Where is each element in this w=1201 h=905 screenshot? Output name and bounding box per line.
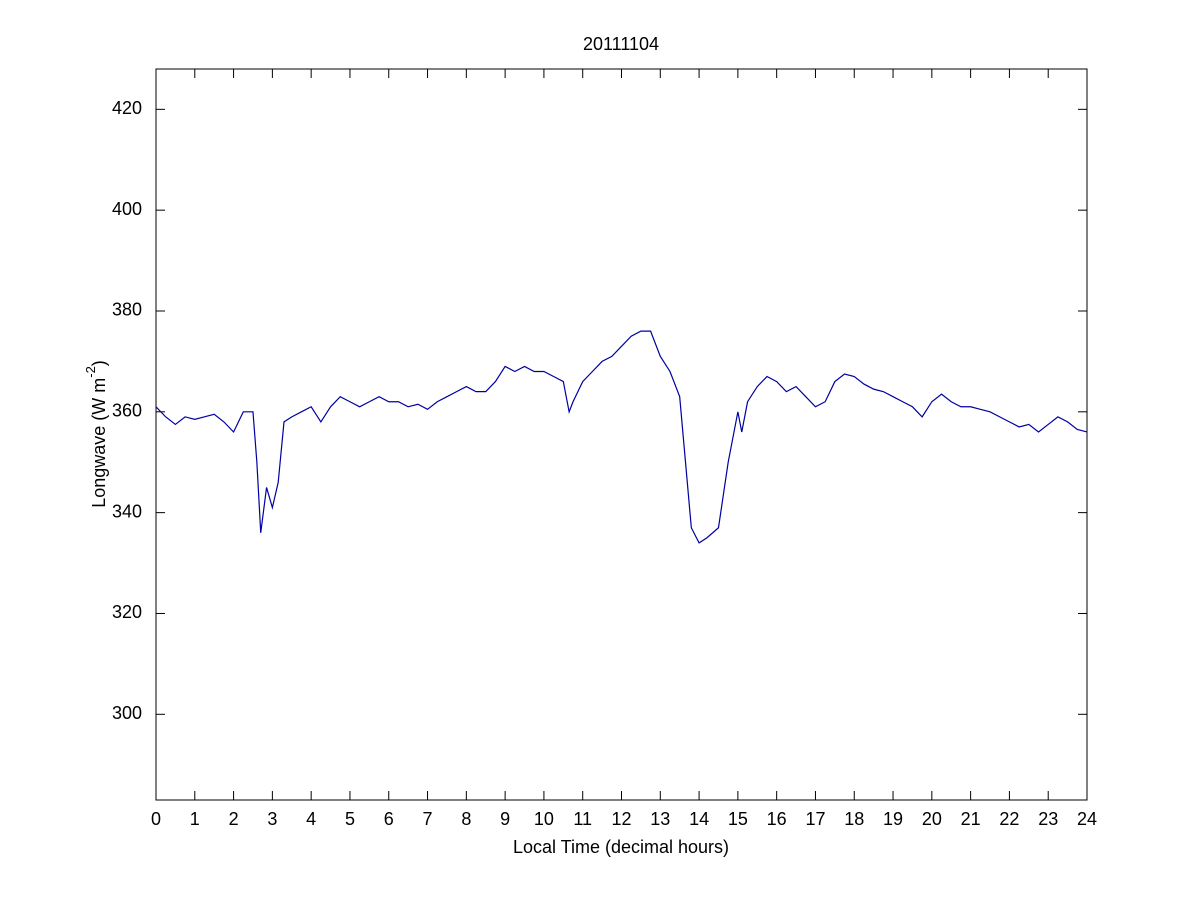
x-tick-label: 2 bbox=[229, 809, 239, 829]
x-tick-label: 24 bbox=[1077, 809, 1097, 829]
y-tick-label: 300 bbox=[112, 703, 142, 723]
y-tick-label: 320 bbox=[112, 602, 142, 622]
x-tick-label: 6 bbox=[384, 809, 394, 829]
y-tick-label: 400 bbox=[112, 199, 142, 219]
y-axis-label-sup: -2 bbox=[83, 366, 98, 378]
x-tick-label: 0 bbox=[151, 809, 161, 829]
x-tick-label: 12 bbox=[611, 809, 631, 829]
x-tick-label: 9 bbox=[500, 809, 510, 829]
y-axis-label-text: Longwave (W m bbox=[89, 378, 109, 508]
y-axis-label: Longwave (W m-2) bbox=[83, 360, 108, 508]
x-tick-label: 4 bbox=[306, 809, 316, 829]
x-tick-label: 20 bbox=[922, 809, 942, 829]
x-tick-label: 19 bbox=[883, 809, 903, 829]
x-tick-label: 21 bbox=[961, 809, 981, 829]
x-tick-label: 13 bbox=[650, 809, 670, 829]
y-tick-label: 360 bbox=[112, 401, 142, 421]
y-tick-label: 420 bbox=[112, 98, 142, 118]
x-axis-label: Local Time (decimal hours) bbox=[513, 837, 729, 857]
x-tick-label: 23 bbox=[1038, 809, 1058, 829]
x-tick-label: 15 bbox=[728, 809, 748, 829]
x-tick-label: 22 bbox=[999, 809, 1019, 829]
x-tick-label: 18 bbox=[844, 809, 864, 829]
x-tick-label: 11 bbox=[573, 809, 592, 829]
chart-title: 20111104 bbox=[583, 34, 659, 54]
x-tick-label: 8 bbox=[461, 809, 471, 829]
x-tick-label: 10 bbox=[534, 809, 554, 829]
y-tick-label: 340 bbox=[112, 501, 142, 521]
x-tick-label: 1 bbox=[190, 809, 200, 829]
x-tick-label: 7 bbox=[423, 809, 433, 829]
y-axis-label-end: ) bbox=[89, 360, 109, 366]
data-line bbox=[155, 330, 1088, 544]
y-tick-label: 380 bbox=[112, 300, 142, 320]
x-tick-label: 5 bbox=[345, 809, 355, 829]
x-tick-label: 3 bbox=[267, 809, 277, 829]
x-tick-label: 16 bbox=[767, 809, 787, 829]
plot-frame bbox=[155, 68, 1088, 801]
x-tick-label: 14 bbox=[689, 809, 709, 829]
x-tick-label: 17 bbox=[805, 809, 825, 829]
